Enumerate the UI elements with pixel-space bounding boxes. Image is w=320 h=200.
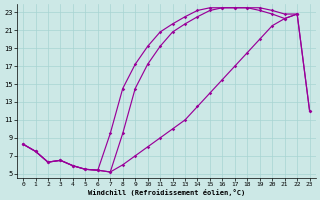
X-axis label: Windchill (Refroidissement éolien,°C): Windchill (Refroidissement éolien,°C) — [88, 189, 245, 196]
